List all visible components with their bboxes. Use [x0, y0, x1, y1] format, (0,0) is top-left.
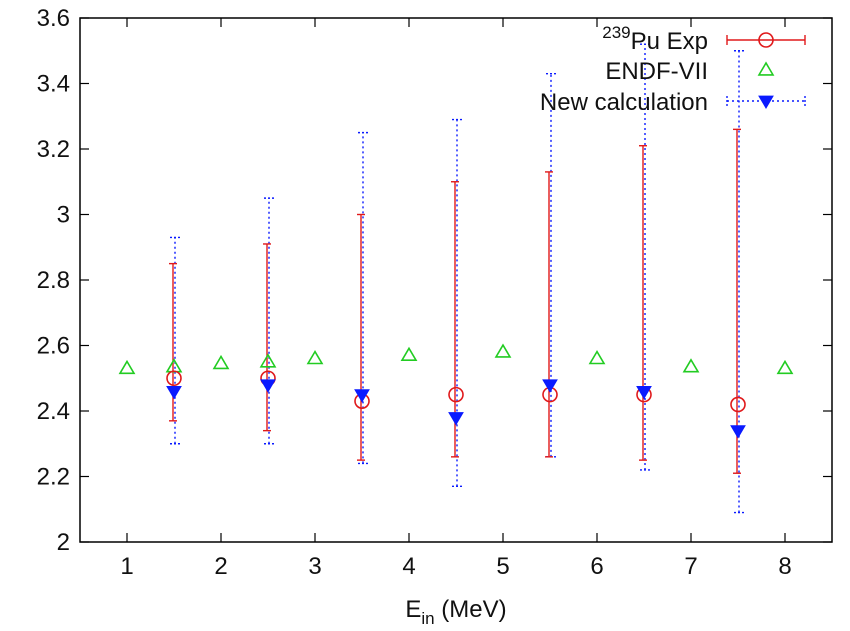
y-tick-label: 3.4: [37, 71, 70, 98]
exp-point: [730, 396, 746, 413]
legend-calc-marker: [758, 95, 774, 109]
legend-exp-label: 239Pu Exp: [602, 23, 708, 55]
endf-point: [776, 359, 794, 375]
x-tick-label: 4: [402, 553, 415, 580]
x-tick-label: 1: [120, 553, 133, 580]
y-tick-label: 3.2: [37, 136, 70, 163]
exp-point: [448, 386, 464, 403]
x-tick-label: 3: [308, 553, 321, 580]
endf-point: [306, 350, 324, 365]
y-tick-label: 2.2: [37, 464, 70, 491]
endf-point: [400, 346, 418, 362]
legend-calc-label: New calculation: [540, 89, 708, 116]
x-tick-label: 7: [684, 553, 697, 580]
endf-point: [588, 350, 606, 365]
y-tick-label: 2.4: [37, 398, 70, 425]
y-tick-label: 2.6: [37, 333, 70, 360]
calc-point: [354, 389, 370, 403]
calc-point: [636, 385, 652, 400]
calc-point: [166, 385, 182, 400]
endf-point: [118, 359, 136, 375]
y-tick-label: 3: [57, 202, 70, 229]
x-tick-label: 6: [590, 553, 603, 580]
calc-point: [730, 425, 746, 439]
x-tick-label: 5: [496, 553, 509, 580]
exp-point: [166, 370, 182, 387]
x-axis-label: Ein (MeV): [405, 596, 506, 628]
y-tick-label: 2: [57, 529, 70, 556]
plot-frame: [79, 17, 833, 543]
endf-point: [212, 354, 230, 370]
legend-endf-marker: [757, 61, 775, 76]
calc-point: [260, 379, 276, 393]
endf-point: [165, 358, 183, 373]
legend-endf-label: ENDF-VII: [605, 58, 708, 85]
endf-point: [682, 358, 700, 373]
y-tick-label: 2.8: [37, 267, 70, 294]
x-tick-label: 8: [778, 553, 791, 580]
x-tick-label: 2: [214, 553, 227, 580]
legend-exp-marker: [758, 32, 774, 48]
calc-point: [542, 379, 558, 393]
endf-point: [494, 343, 512, 358]
y-tick-label: 3.6: [37, 5, 70, 32]
endf-point: [259, 353, 277, 368]
calc-point: [448, 412, 464, 426]
